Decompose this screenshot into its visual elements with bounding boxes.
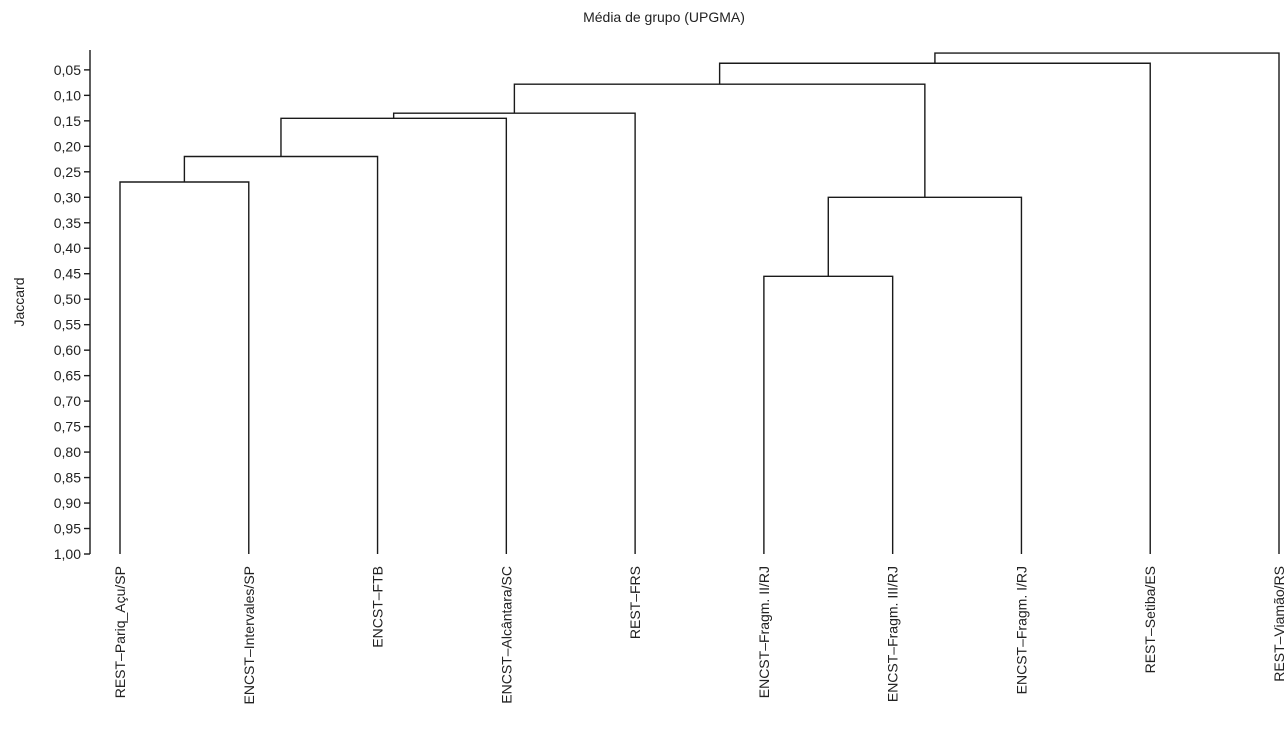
y-tick-label: 0,15	[54, 113, 81, 129]
dendrogram-link	[280, 117, 508, 554]
y-tick-label: 0,10	[54, 87, 81, 103]
leaf-label: REST–Pariq_Açu/SP	[112, 566, 128, 698]
y-axis-ticks: 0,05 0,10 0,15 0,20 0,25 0,30 0,35 0,40 0,45 0,50…	[54, 62, 90, 562]
leaf-label: ENCST–Fragm. I/RJ	[1013, 566, 1029, 694]
y-tick-label: 0,05	[54, 62, 81, 78]
leaf-label: REST–Viamão/RS	[1271, 566, 1287, 682]
y-tick-label: 0,60	[54, 342, 81, 358]
y-tick-label: 0,70	[54, 393, 81, 409]
y-tick-label: 0,30	[54, 189, 81, 205]
leaf-label: ENCST–Fragm. III/RJ	[885, 566, 901, 702]
y-tick-label: 1,00	[54, 546, 81, 562]
y-tick-label: 0,20	[54, 138, 81, 154]
dendrogram-link	[119, 181, 250, 554]
dendrogram-link	[934, 52, 1280, 554]
y-tick-label: 0,45	[54, 266, 81, 282]
dendrogram-link	[718, 62, 1151, 554]
y-axis-title: Jaccard	[11, 277, 27, 326]
leaf-label: ENCST–Fragm. II/RJ	[756, 566, 772, 698]
y-tick-label: 0,55	[54, 317, 81, 333]
leaf-label: REST–FRS	[627, 566, 643, 639]
y-tick-label: 0,40	[54, 240, 81, 256]
leaf-labels: REST–Pariq_Açu/SP ENCST–Intervales/SP ENCS…	[112, 566, 1287, 705]
y-tick-label: 0,80	[54, 444, 81, 460]
y-tick-label: 0,75	[54, 419, 81, 435]
y-tick-label: 0,95	[54, 521, 81, 537]
dendrogram-link	[392, 112, 636, 554]
dendrogram-link	[183, 155, 379, 554]
y-tick-label: 0,25	[54, 164, 81, 180]
leaf-label: ENCST–Alcântara/SC	[498, 566, 514, 704]
y-tick-label: 0,90	[54, 495, 81, 511]
leaf-label: ENCST–FTB	[370, 566, 386, 648]
dendrogram-link	[827, 196, 1023, 554]
y-tick-label: 0,50	[54, 291, 81, 307]
chart-title: Média de grupo (UPGMA)	[583, 9, 745, 25]
dendrogram-link	[763, 275, 894, 554]
dendrogram-link	[513, 83, 926, 198]
leaf-label: ENCST–Intervales/SP	[241, 566, 257, 705]
y-tick-label: 0,85	[54, 470, 81, 486]
y-tick-label: 0,35	[54, 215, 81, 231]
y-tick-label: 0,65	[54, 368, 81, 384]
leaf-label: REST–Setiba/ES	[1142, 566, 1158, 673]
dendrogram-branches	[119, 52, 1280, 554]
